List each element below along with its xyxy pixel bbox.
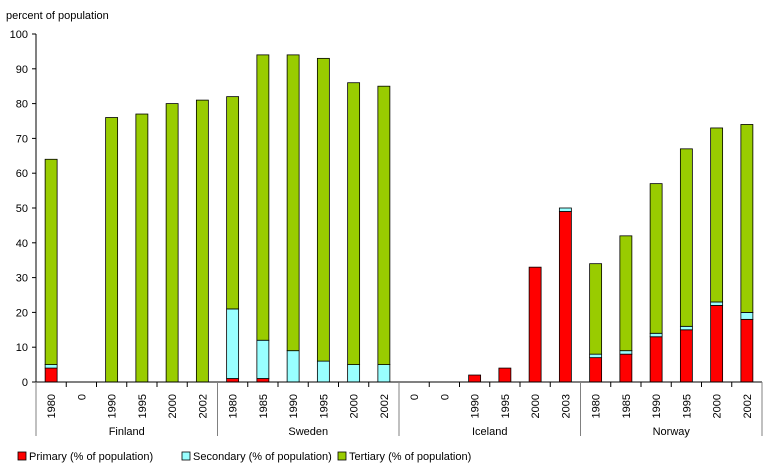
bar-segment-tertiary bbox=[226, 96, 240, 310]
bar-segment-tertiary bbox=[740, 124, 754, 313]
bar-segment-primary bbox=[44, 367, 58, 383]
x-tick-label: 0 bbox=[409, 394, 421, 400]
y-tick-label: 30 bbox=[16, 273, 28, 285]
y-tick-label: 90 bbox=[16, 64, 28, 76]
group-label: Iceland bbox=[472, 426, 507, 438]
bar-segment-primary bbox=[256, 378, 270, 383]
legend-label: Primary (% of population) bbox=[29, 451, 153, 463]
bar-segment-tertiary bbox=[347, 82, 361, 366]
bar-segment-tertiary bbox=[316, 57, 330, 362]
bar-segment-primary bbox=[468, 374, 482, 383]
legend-swatch bbox=[181, 451, 191, 461]
bar-segment-primary bbox=[498, 367, 512, 383]
bar-segment-secondary bbox=[589, 353, 603, 359]
bars bbox=[44, 54, 754, 383]
y-axis: 0 10 20 30 40 50 60 70 80 90 100 bbox=[10, 29, 37, 389]
bar-segment-tertiary bbox=[44, 158, 58, 366]
x-tick-label: 2000 bbox=[167, 394, 179, 418]
bar-segment-primary bbox=[619, 353, 633, 383]
bar-segment-primary bbox=[528, 266, 542, 383]
group-label: Finland bbox=[109, 426, 145, 438]
legend-label: Secondary (% of population) bbox=[193, 451, 332, 463]
group-label: Sweden bbox=[288, 426, 328, 438]
y-tick-label: 100 bbox=[10, 29, 28, 41]
bar-segment-secondary bbox=[316, 360, 330, 383]
bar-segment-tertiary bbox=[377, 85, 391, 365]
x-tick-label: 0 bbox=[76, 394, 88, 400]
bar-segment-tertiary bbox=[135, 113, 149, 383]
x-tick-label: 1995 bbox=[137, 394, 149, 418]
y-tick-label: 60 bbox=[16, 168, 28, 180]
y-axis-title: percent of population bbox=[6, 10, 109, 22]
bar-segment-primary bbox=[679, 329, 693, 383]
x-tick-label: 1990 bbox=[470, 394, 482, 418]
bar-segment-tertiary bbox=[165, 103, 179, 383]
x-tick-label: 2002 bbox=[379, 394, 391, 418]
bar-segment-secondary bbox=[44, 364, 58, 369]
bar-segment-primary bbox=[558, 211, 572, 383]
bar-segment-primary bbox=[740, 318, 754, 383]
group-label: Norway bbox=[653, 426, 691, 438]
y-tick-label: 80 bbox=[16, 99, 28, 111]
x-tick-label: 1985 bbox=[621, 394, 633, 418]
x-tick-label: 1990 bbox=[651, 394, 663, 418]
bar-segment-secondary bbox=[377, 364, 391, 383]
bar-segment-secondary bbox=[740, 311, 754, 320]
legend-swatch bbox=[17, 451, 27, 461]
x-tick-label: 1980 bbox=[591, 394, 603, 418]
bar-segment-tertiary bbox=[589, 263, 603, 355]
y-tick-label: 70 bbox=[16, 133, 28, 145]
bar-segment-secondary bbox=[286, 350, 300, 383]
bar-segment-tertiary bbox=[619, 235, 633, 352]
x-tick-label: 1995 bbox=[681, 394, 693, 418]
x-tick-label: 1985 bbox=[258, 394, 270, 418]
x-tick-label: 1980 bbox=[46, 394, 58, 418]
bar-segment-tertiary bbox=[649, 183, 663, 334]
bar-segment-tertiary bbox=[710, 127, 724, 303]
x-tick-label: 2000 bbox=[349, 394, 361, 418]
legend-label: Tertiary (% of population) bbox=[349, 451, 471, 463]
bar-segment-secondary bbox=[679, 325, 693, 331]
bar-segment-tertiary bbox=[105, 117, 119, 383]
bar-segment-secondary bbox=[226, 308, 240, 379]
y-tick-label: 20 bbox=[16, 307, 28, 319]
bar-segment-secondary bbox=[619, 350, 633, 355]
x-tick-label: 2000 bbox=[712, 394, 724, 418]
legend: Primary (% of population) Secondary (% of… bbox=[17, 451, 471, 463]
y-tick-label: 50 bbox=[16, 203, 28, 215]
legend-swatch bbox=[337, 451, 347, 461]
y-tick-label: 40 bbox=[16, 238, 28, 250]
x-tick-label: 1990 bbox=[288, 394, 300, 418]
x-tick-label: 1995 bbox=[318, 394, 330, 418]
y-tick-label: 10 bbox=[16, 342, 28, 354]
x-tick-label: 2003 bbox=[560, 394, 572, 418]
x-tick-label: 2002 bbox=[742, 394, 754, 418]
bar-segment-tertiary bbox=[195, 99, 209, 383]
bar-segment-secondary bbox=[710, 301, 724, 306]
bar-segment-tertiary bbox=[286, 54, 300, 352]
bar-segment-primary bbox=[589, 357, 603, 383]
x-axis: 1980 0 1990 1995 2000 2002 Finland 1980 1985 1990… bbox=[35, 381, 763, 438]
bar-segment-secondary bbox=[649, 332, 663, 338]
bar-segment-tertiary bbox=[679, 148, 693, 327]
x-tick-label: 2002 bbox=[197, 394, 209, 418]
bar-segment-tertiary bbox=[256, 54, 270, 341]
bar-segment-primary bbox=[649, 336, 663, 383]
bar-segment-primary bbox=[226, 378, 240, 383]
x-tick-label: 0 bbox=[439, 394, 451, 400]
bar-segment-secondary bbox=[256, 339, 270, 379]
x-tick-label: 1980 bbox=[228, 394, 240, 418]
x-tick-label: 1995 bbox=[500, 394, 512, 418]
y-tick-label: 0 bbox=[22, 377, 28, 389]
bar-segment-secondary bbox=[347, 364, 361, 383]
x-tick-label: 1990 bbox=[107, 394, 119, 418]
x-tick-label: 2000 bbox=[530, 394, 542, 418]
bar-segment-secondary bbox=[558, 207, 572, 212]
bar-segment-primary bbox=[710, 305, 724, 383]
